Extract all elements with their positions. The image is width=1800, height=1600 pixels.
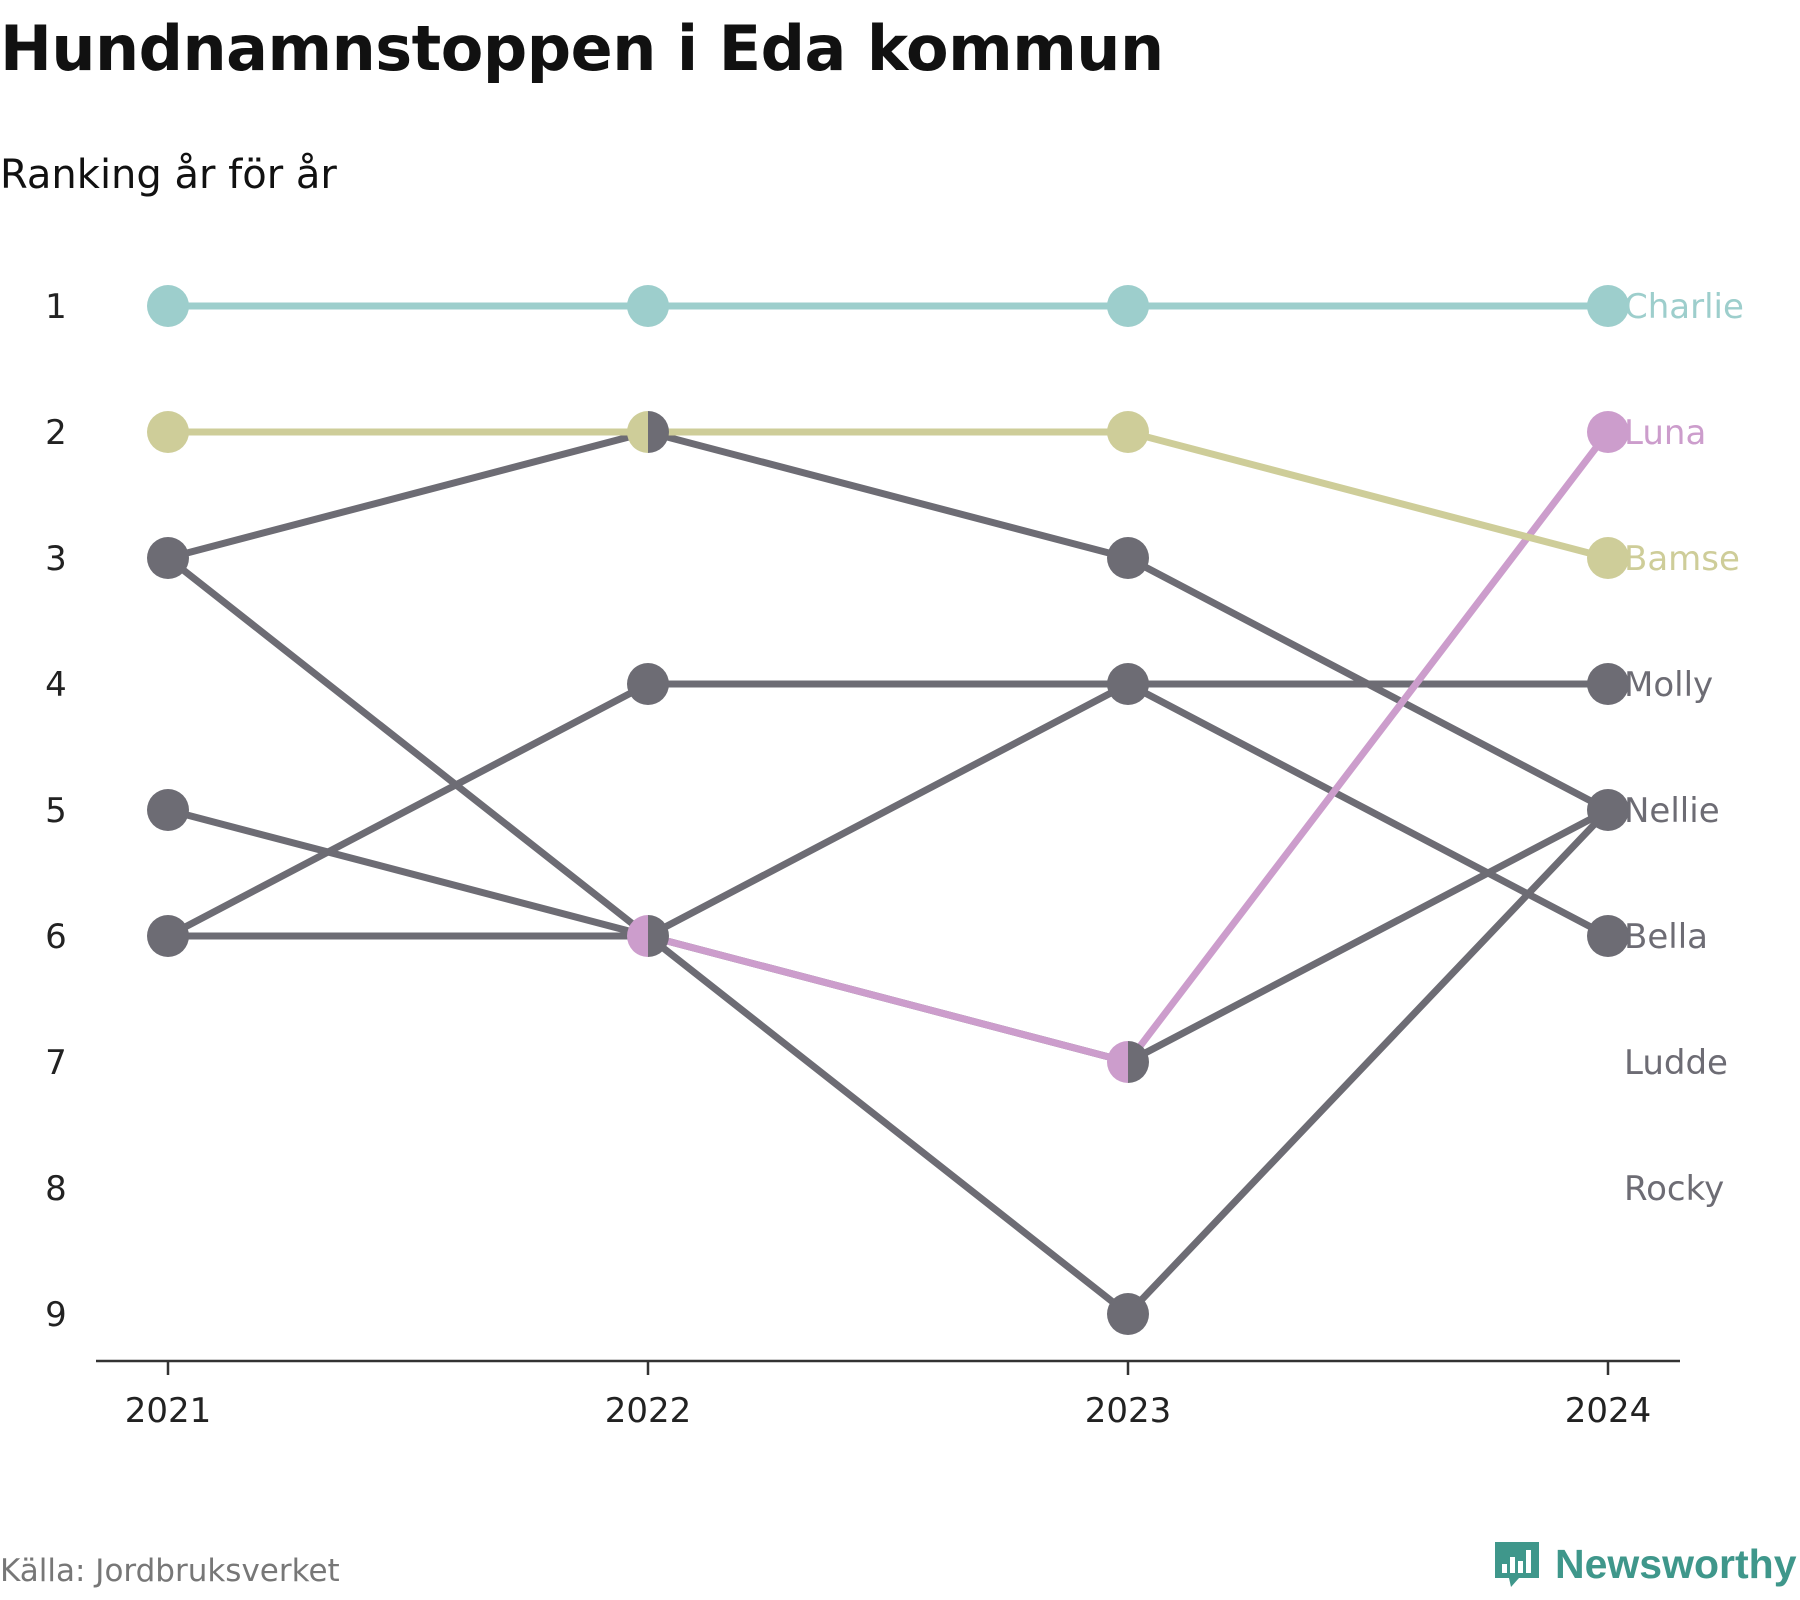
x-tick-label-2024: 2024 — [1565, 1391, 1652, 1431]
y-tick-label-3: 3 — [45, 539, 67, 579]
y-tick-label-8: 8 — [45, 1169, 67, 1209]
chart-title: Hundnamnstoppen i Eda kommun — [0, 12, 1164, 85]
point-luna-bella-ludde-rocky-2022-right-half — [648, 915, 669, 957]
bar-chart-icon — [1495, 1542, 1539, 1587]
end-label-nellie: Nellie — [1624, 791, 1720, 831]
point-bamse-2024 — [1587, 537, 1629, 579]
series-line-luna — [644, 428, 1612, 1066]
point-rocky-2023 — [1107, 1293, 1149, 1335]
point-molly-2022 — [627, 663, 669, 705]
y-tick-label-6: 6 — [45, 917, 67, 957]
point-bamse-2021 — [147, 411, 189, 453]
point-ludde-2021 — [147, 789, 189, 831]
point-bamse-2023 — [1107, 411, 1149, 453]
source-note: Källa: Jordbruksverket — [0, 1553, 340, 1589]
point-nellie-ludde-rocky-2024 — [1587, 789, 1629, 831]
point-bamse-nellie-2022-left-half — [627, 411, 648, 453]
end-label-ludde: Ludde — [1624, 1043, 1728, 1083]
end-label-luna: Luna — [1624, 413, 1706, 453]
point-luna-bella-ludde-rocky-2022-left-half — [627, 915, 648, 957]
y-tick-label-5: 5 — [45, 791, 67, 831]
end-label-bamse: Bamse — [1624, 539, 1740, 579]
y-tick-label-9: 9 — [45, 1295, 67, 1335]
point-molly-bella-2021 — [147, 915, 189, 957]
end-label-charlie: Charlie — [1624, 287, 1744, 327]
y-tick-label-1: 1 — [45, 287, 67, 327]
end-label-rocky: Rocky — [1624, 1169, 1724, 1209]
end-label-bella: Bella — [1624, 917, 1708, 957]
point-charlie-2022 — [627, 285, 669, 327]
y-tick-label-4: 4 — [45, 665, 67, 705]
point-molly-2024 — [1587, 663, 1629, 705]
brand-name: Newsworthy — [1555, 1540, 1797, 1587]
x-axis: 2021 2022 2023 2024 — [96, 1359, 1680, 1431]
series-line-bamse — [164, 428, 1612, 562]
series-lines — [164, 302, 1612, 1318]
point-nellie-2023 — [1107, 537, 1149, 579]
x-tick-label-2021: 2021 — [125, 1391, 212, 1431]
point-nellie-rocky-2021 — [147, 537, 189, 579]
point-charlie-2024 — [1587, 285, 1629, 327]
chart-subtitle: Ranking år för år — [0, 152, 337, 198]
point-luna-ludde-2023-right-half — [1128, 1041, 1149, 1083]
end-label-molly: Molly — [1624, 665, 1713, 705]
series-line-rocky — [164, 554, 1612, 1318]
point-bella-2024 — [1587, 915, 1629, 957]
series-line-bella — [164, 680, 1612, 940]
x-tick-label-2022: 2022 — [605, 1391, 692, 1431]
point-molly-bella-2023 — [1107, 663, 1149, 705]
x-tick-label-2023: 2023 — [1085, 1391, 1172, 1431]
series-line-nellie — [164, 428, 1612, 814]
point-charlie-2021 — [147, 285, 189, 327]
y-tick-label-7: 7 — [45, 1043, 67, 1083]
newsworthy-logo: Newsworthy — [1493, 1540, 1797, 1588]
y-axis-tick-labels: 1 2 3 4 5 6 7 8 9 — [45, 287, 67, 1335]
series-points — [147, 285, 1629, 1335]
point-luna-ludde-2023-left-half — [1107, 1041, 1128, 1083]
series-end-labels: Charlie Luna Bamse Molly Nellie Bella Ludde Roc… — [1624, 287, 1744, 1209]
point-charlie-2023 — [1107, 285, 1149, 327]
point-luna-2024 — [1587, 411, 1629, 453]
y-tick-label-2: 2 — [45, 413, 67, 453]
point-bamse-nellie-2022-right-half — [648, 411, 669, 453]
